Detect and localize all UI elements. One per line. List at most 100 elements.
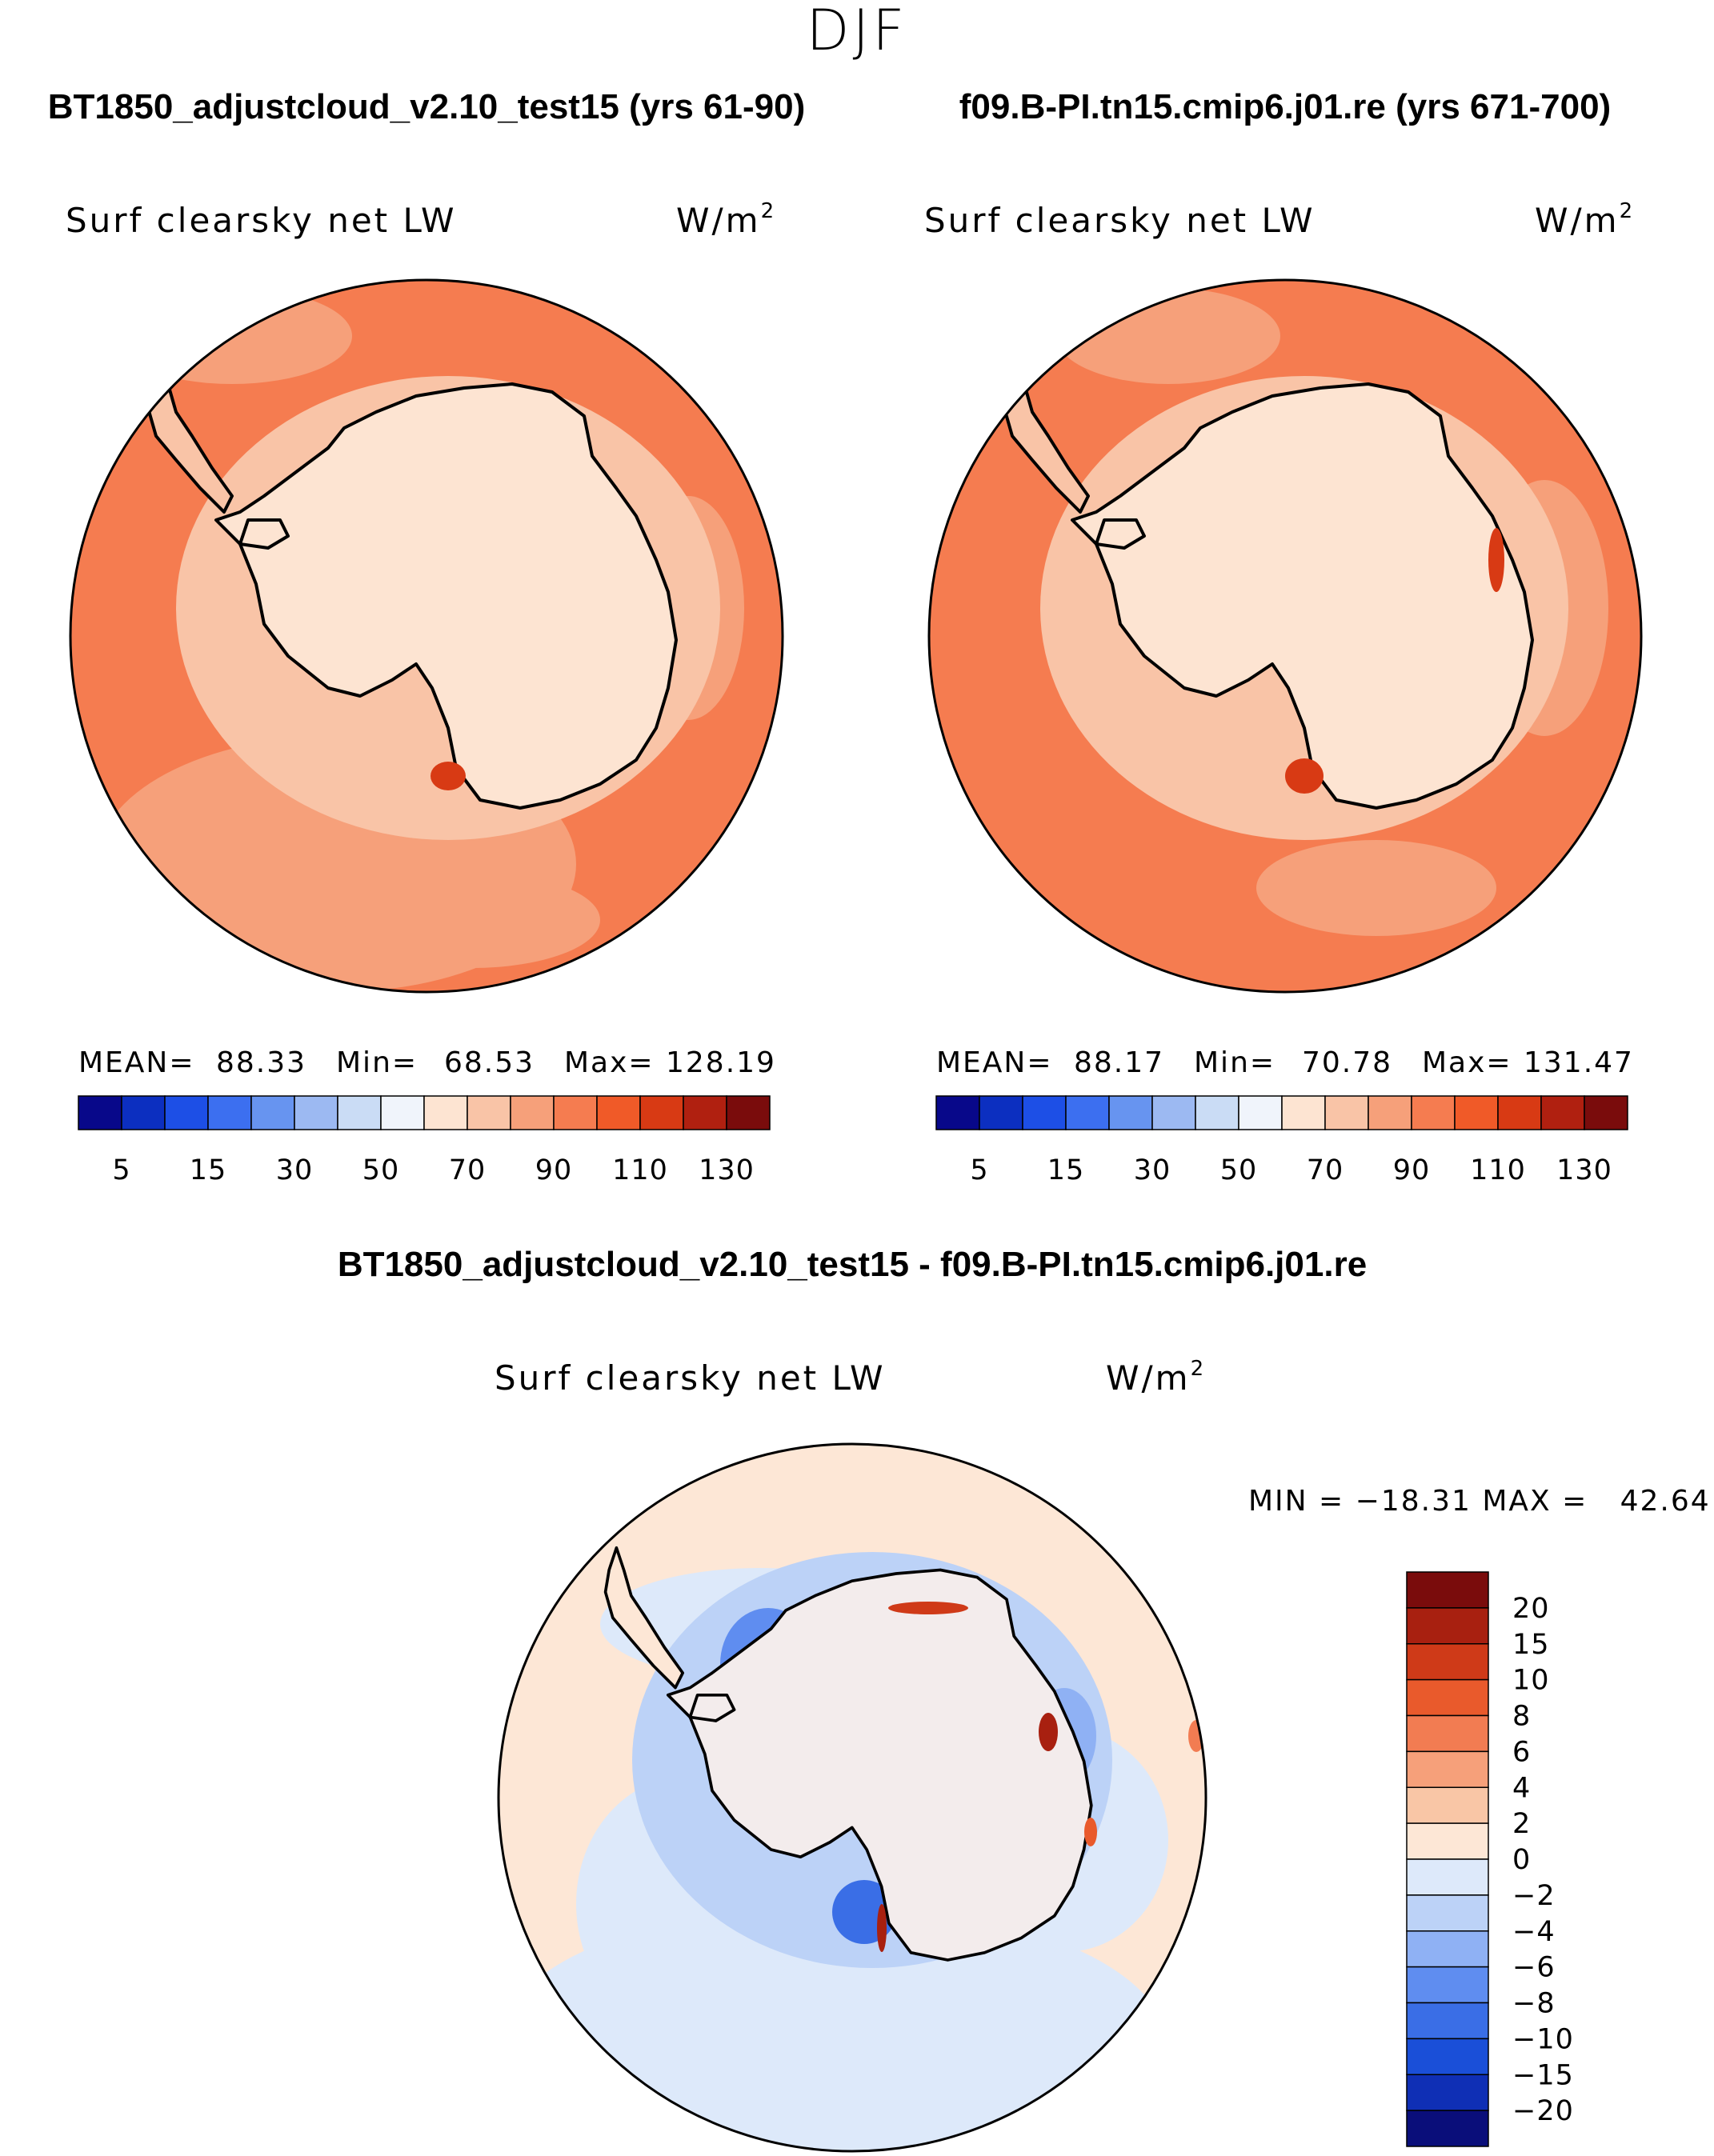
diff-colorbar-tick-label: −20 <box>1512 2095 1574 2127</box>
right-colorbar-tick-label: 30 <box>1134 1154 1171 1186</box>
left-max-value: 128.19 <box>666 1046 776 1079</box>
right-colorbar-box-1 <box>979 1095 1023 1130</box>
diff-range: MIN = −18.31 MAX = 42.64 <box>1248 1485 1711 1518</box>
left-colorbar-tick-label: 110 <box>612 1154 668 1186</box>
left-colorbar-tick-label: 5 <box>112 1154 130 1186</box>
left-colorbar-tick-label: 15 <box>190 1154 227 1186</box>
right-min-label: Min= <box>1194 1046 1275 1079</box>
right-variable-title: Surf clearsky net LW <box>924 201 1316 240</box>
right-map <box>929 280 1641 992</box>
left-max-label: Max= <box>564 1046 655 1079</box>
left-colorbar-box-0 <box>78 1095 122 1130</box>
diff-colorbar-tick-label: −15 <box>1512 2059 1574 2091</box>
diff-colorbar-box-10 <box>1406 1930 1489 1968</box>
diff-colorbar-box-4 <box>1406 1714 1489 1753</box>
right-stats: MEAN= 88.17 Min= 70.78 Max= 131.47 <box>936 1046 1634 1079</box>
right-colorbar-box-5 <box>1151 1095 1196 1130</box>
right-max-value: 131.47 <box>1524 1046 1634 1079</box>
diff-case-title: BT1850_adjustcloud_v2.10_test15 - f09.B-… <box>338 1245 1367 1284</box>
right-colorbar-box-15 <box>1584 1095 1628 1130</box>
left-map <box>70 280 783 992</box>
left-colorbar-box-10 <box>510 1095 555 1130</box>
left-panel: Surf clearsky net LW W/m2 MEAN= 88.33 Mi… <box>66 199 784 1186</box>
diff-colorbar-box-8 <box>1406 1858 1489 1896</box>
left-colorbar-tick-label: 130 <box>699 1154 755 1186</box>
right-units: W/m2 <box>1535 199 1635 240</box>
diff-units: W/m2 <box>1106 1357 1206 1398</box>
diff-colorbar-box-7 <box>1406 1822 1489 1860</box>
diff-colorbar-tick-label: −10 <box>1512 2023 1574 2055</box>
diff-colorbar-tick-label: 2 <box>1512 1808 1531 1840</box>
diff-colorbar-box-3 <box>1406 1678 1489 1717</box>
diff-colorbar-box-15 <box>1406 2110 1489 2147</box>
diff-colorbar-box-14 <box>1406 2074 1489 2111</box>
left-colorbar-box-9 <box>467 1095 511 1130</box>
right-colorbar-tick-label: 130 <box>1556 1154 1612 1186</box>
left-colorbar-box-11 <box>553 1095 598 1130</box>
right-colorbar-tick-label: 50 <box>1220 1154 1258 1186</box>
right-colorbar-box-2 <box>1022 1095 1067 1130</box>
left-mean-label: MEAN= <box>78 1046 195 1079</box>
right-colorbar-tick-label: 5 <box>970 1154 988 1186</box>
left-units: W/m2 <box>676 199 776 240</box>
diff-colorbar-tick-label: −8 <box>1512 1988 1556 2020</box>
diff-colorbar-box-12 <box>1406 2002 1489 2040</box>
diff-colorbar-tick-label: 20 <box>1512 1593 1550 1625</box>
diff-colorbar-tick-label: 8 <box>1512 1701 1531 1733</box>
right-colorbar-box-12 <box>1454 1095 1499 1130</box>
diff-colorbar-tick-label: 4 <box>1512 1772 1531 1804</box>
left-colorbar-box-4 <box>250 1095 295 1130</box>
diff-colorbar-box-1 <box>1406 1607 1489 1645</box>
right-colorbar-tick-label: 90 <box>1393 1154 1431 1186</box>
right-colorbar-box-9 <box>1324 1095 1369 1130</box>
left-colorbar-box-14 <box>683 1095 727 1130</box>
right-mean-label: MEAN= <box>936 1046 1053 1079</box>
diff-colorbar-tick-label: 0 <box>1512 1844 1531 1876</box>
diff-colorbar-tick-label: −2 <box>1512 1880 1556 1912</box>
right-colorbar-box-4 <box>1108 1095 1153 1130</box>
left-colorbar-tick-label: 90 <box>535 1154 573 1186</box>
right-colorbar-tick-label: 110 <box>1470 1154 1526 1186</box>
diff-colorbar-tick-label: 10 <box>1512 1665 1550 1697</box>
diff-colorbar-box-11 <box>1406 1966 1489 2004</box>
left-colorbar-box-1 <box>121 1095 166 1130</box>
left-colorbar-tick-label: 30 <box>276 1154 314 1186</box>
left-colorbar-box-8 <box>423 1095 468 1130</box>
diff-colorbar-tick-label: −4 <box>1512 1916 1556 1948</box>
diff-colorbar-box-2 <box>1406 1643 1489 1681</box>
right-colorbar-box-11 <box>1411 1095 1456 1130</box>
left-stats: MEAN= 88.33 Min= 68.53 Max= 128.19 <box>78 1046 776 1079</box>
right-colorbar-box-3 <box>1065 1095 1110 1130</box>
left-mean-value: 88.33 <box>216 1046 306 1079</box>
left-colorbar-box-12 <box>596 1095 641 1130</box>
left-min-value: 68.53 <box>444 1046 535 1079</box>
left-colorbar-tick-label: 70 <box>449 1154 487 1186</box>
left-colorbar-box-6 <box>337 1095 382 1130</box>
left-min-label: Min= <box>336 1046 418 1079</box>
left-colorbar-box-5 <box>294 1095 338 1130</box>
season-title: DJF <box>807 0 908 63</box>
left-colorbar-box-2 <box>164 1095 209 1130</box>
right-min-value: 70.78 <box>1302 1046 1392 1079</box>
left-colorbar-box-15 <box>726 1095 771 1130</box>
right-colorbar-box-14 <box>1540 1095 1585 1130</box>
right-colorbar: 5 15 30 50 70 90 110 130 <box>935 1095 1628 1186</box>
right-colorbar-box-7 <box>1238 1095 1283 1130</box>
diff-variable-title: Surf clearsky net LW <box>495 1358 886 1398</box>
left-colorbar-box-7 <box>380 1095 425 1130</box>
left-case-title: BT1850_adjustcloud_v2.10_test15 (yrs 61-… <box>48 87 806 126</box>
right-mean-value: 88.17 <box>1074 1046 1164 1079</box>
diff-colorbar-box-6 <box>1406 1786 1489 1824</box>
left-colorbar-box-13 <box>639 1095 684 1130</box>
left-colorbar-box-3 <box>207 1095 252 1130</box>
diff-colorbar-box-5 <box>1406 1750 1489 1788</box>
right-colorbar-box-10 <box>1368 1095 1412 1130</box>
diff-colorbar-tick-label: 15 <box>1512 1629 1550 1661</box>
left-variable-title: Surf clearsky net LW <box>66 201 457 240</box>
left-colorbar: 5 15 30 50 70 90 110 130 <box>78 1095 771 1186</box>
right-colorbar-tick-label: 70 <box>1307 1154 1344 1186</box>
diff-colorbar-box-0 <box>1406 1571 1489 1609</box>
right-max-label: Max= <box>1422 1046 1512 1079</box>
